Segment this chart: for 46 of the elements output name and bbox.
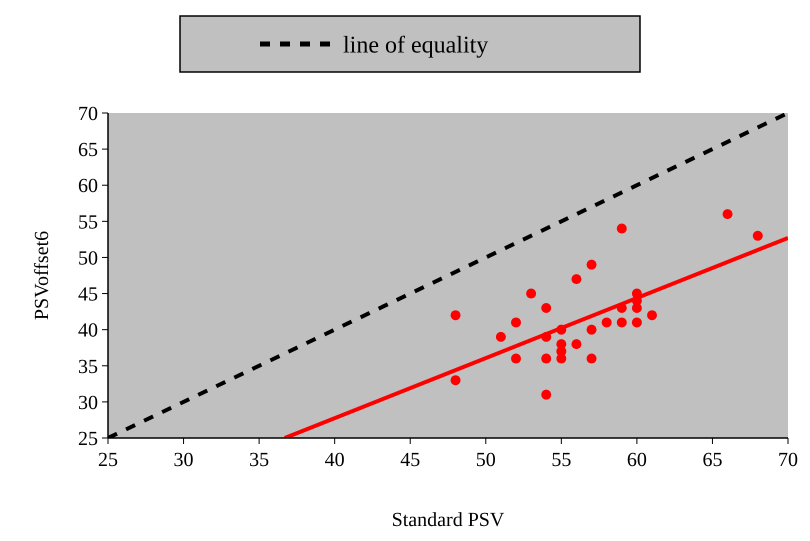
y-tick-label: 40 — [78, 320, 98, 342]
x-tick-label: 55 — [551, 449, 572, 471]
point — [632, 317, 642, 328]
point — [450, 375, 461, 386]
x-tick-label: 35 — [249, 449, 270, 471]
y-tick-label: 25 — [78, 428, 98, 450]
point — [511, 317, 521, 328]
point — [616, 317, 627, 328]
y-tick-label: 30 — [78, 392, 98, 414]
y-tick-label: 55 — [78, 211, 98, 234]
point — [541, 354, 552, 364]
point — [526, 288, 536, 299]
point — [556, 354, 566, 364]
point — [571, 339, 582, 350]
x-tick-label: 60 — [626, 449, 647, 471]
x-tick-label: 45 — [400, 449, 420, 471]
point — [496, 332, 506, 342]
y-tick-label: 45 — [78, 284, 98, 306]
point — [722, 209, 733, 220]
y-tick-label: 70 — [78, 103, 98, 125]
point — [586, 354, 597, 364]
x-tick-label: 30 — [174, 449, 194, 471]
x-axis-title: Standard PSV — [392, 509, 505, 531]
point — [571, 274, 582, 284]
point — [602, 317, 612, 328]
point — [586, 324, 597, 335]
y-tick-label: 50 — [78, 247, 98, 270]
x-tick-label: 70 — [778, 449, 798, 471]
x-tick-label: 65 — [702, 449, 722, 471]
y-axis-title: PSVoffset6 — [31, 230, 53, 320]
y-tick-label: 60 — [78, 175, 98, 198]
point — [541, 303, 552, 313]
x-tick-label: 50 — [476, 449, 496, 471]
point — [632, 303, 642, 313]
point — [450, 310, 461, 320]
x-tick-label: 25 — [98, 449, 118, 471]
x-tick-label: 40 — [324, 449, 345, 471]
point — [752, 230, 763, 241]
y-tick-label: 35 — [78, 356, 98, 378]
point — [511, 354, 521, 364]
y-tick-label: 65 — [78, 139, 98, 162]
point — [541, 390, 552, 400]
point — [586, 260, 597, 270]
point — [647, 310, 657, 320]
legend-label: line of equality — [343, 32, 488, 58]
point — [616, 224, 627, 234]
